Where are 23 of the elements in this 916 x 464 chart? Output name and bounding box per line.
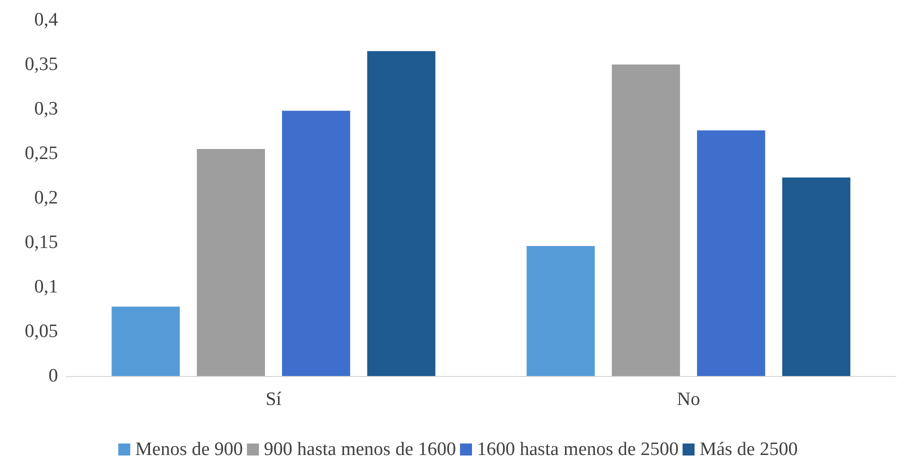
y-tick-label: 0,05 [24, 321, 58, 342]
x-tick-label: Sí [266, 389, 282, 410]
x-tick-label: No [676, 389, 700, 410]
bar [697, 130, 766, 376]
y-tick-label: 0,2 [34, 188, 58, 208]
y-tick-label: 0,3 [34, 98, 58, 120]
bar [782, 178, 850, 376]
bar [112, 306, 180, 376]
y-tick-label: 0 [48, 366, 58, 386]
y-tick-label: 0,15 [24, 232, 58, 253]
bar [282, 110, 350, 376]
y-tick-label: 0,25 [24, 143, 58, 164]
legend-label: 1600 hasta menos de 2500 [477, 439, 679, 460]
bar [367, 51, 436, 376]
legend-label: Más de 2500 [700, 439, 798, 460]
y-tick-label: 0,4 [34, 10, 58, 30]
bar [612, 64, 680, 376]
bar [196, 149, 265, 376]
legend-label: Menos de 900 [135, 439, 243, 460]
y-tick-label: 0,35 [24, 54, 58, 75]
legend-label: 900 hasta menos de 1600 [264, 439, 456, 460]
bar [526, 246, 595, 376]
y-tick-label: 0,1 [34, 276, 58, 298]
